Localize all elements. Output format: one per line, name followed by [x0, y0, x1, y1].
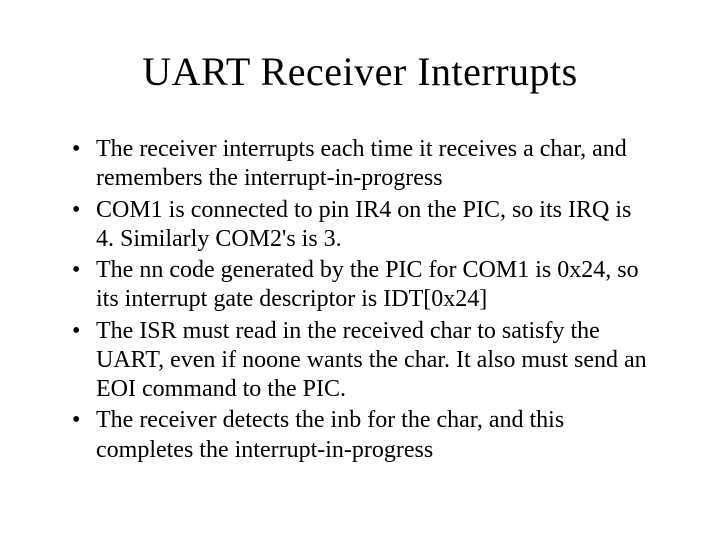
list-item: The receiver detects the inb for the cha… — [68, 406, 652, 465]
bullet-list: The receiver interrupts each time it rec… — [68, 135, 652, 465]
slide: UART Receiver Interrupts The receiver in… — [0, 0, 720, 540]
list-item: The nn code generated by the PIC for COM… — [68, 256, 652, 315]
list-item: The ISR must read in the received char t… — [68, 317, 652, 405]
slide-title: UART Receiver Interrupts — [68, 48, 652, 95]
list-item: The receiver interrupts each time it rec… — [68, 135, 652, 194]
list-item: COM1 is connected to pin IR4 on the PIC,… — [68, 196, 652, 255]
